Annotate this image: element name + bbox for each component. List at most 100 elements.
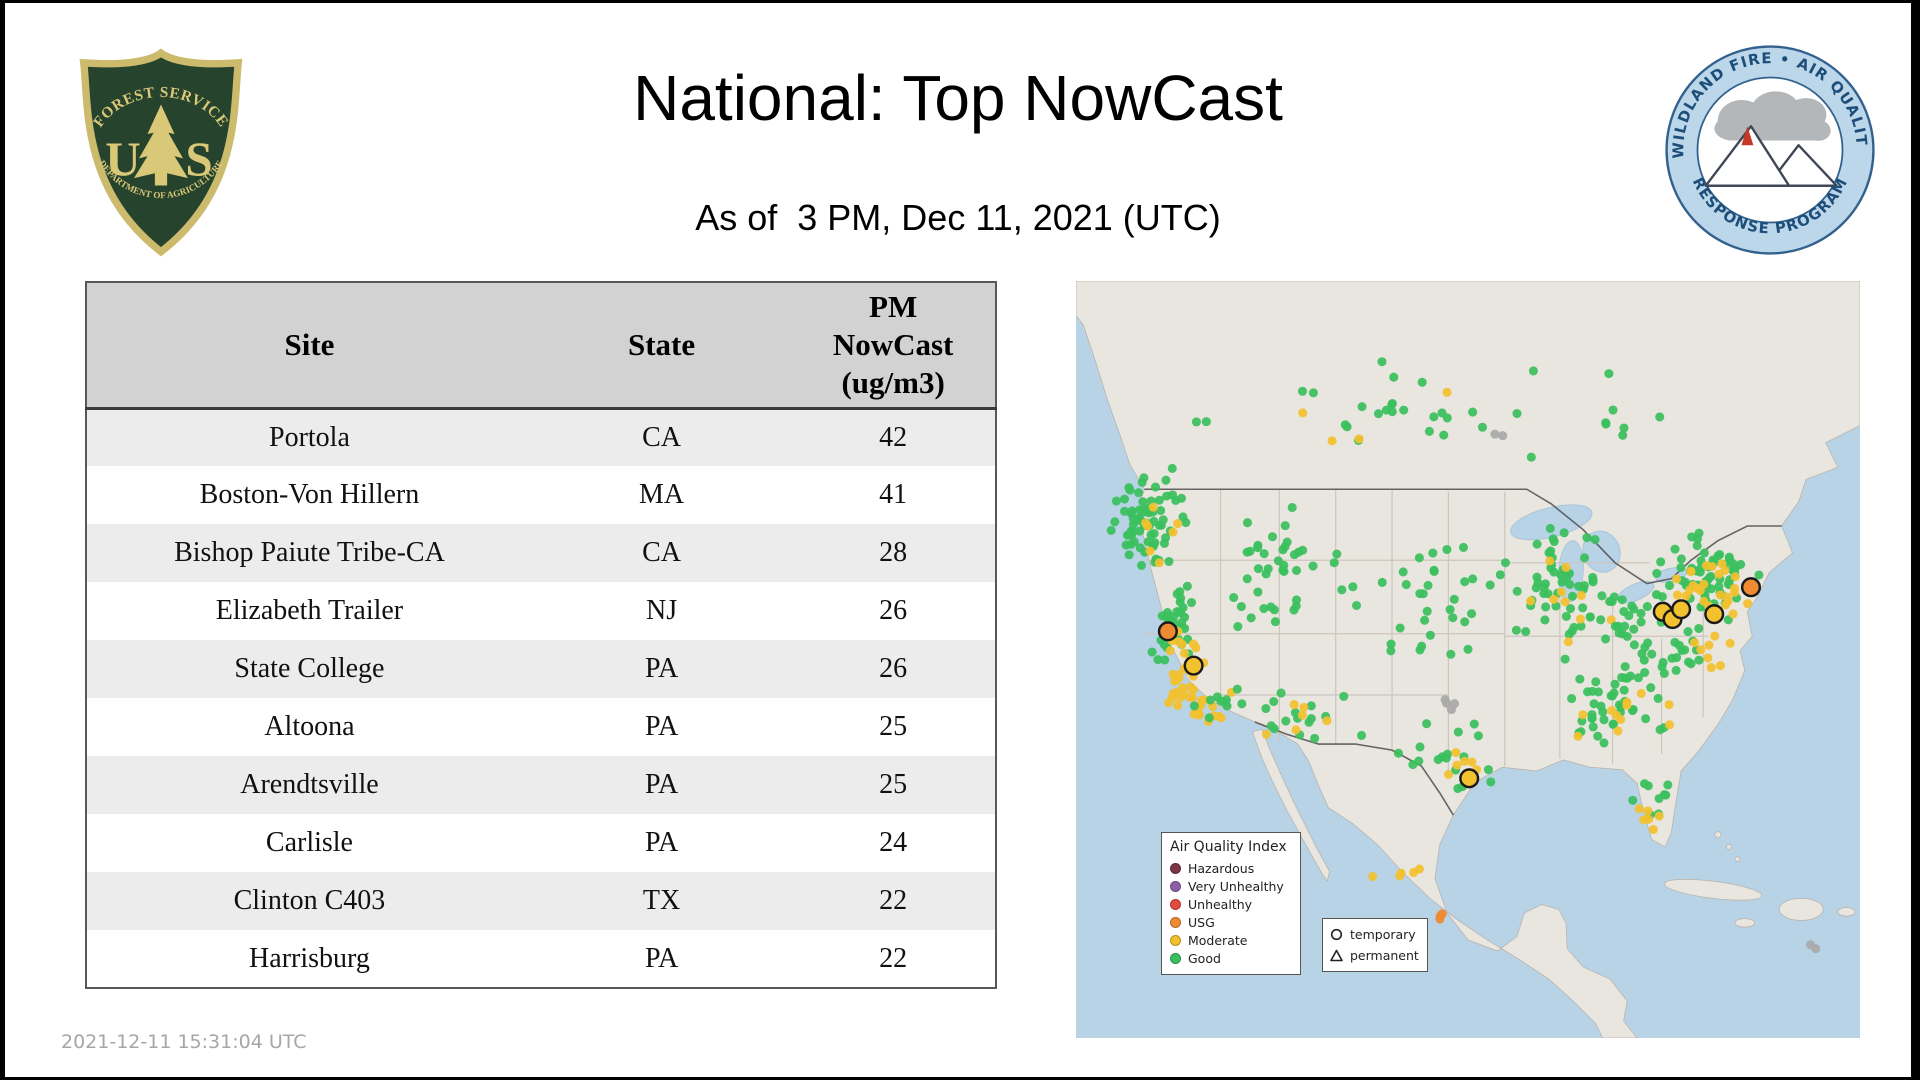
top-site-marker [1183, 655, 1204, 676]
monitor-dot-good [1433, 755, 1443, 765]
monitor-dot-good [1422, 719, 1432, 729]
monitor-dot-good [1453, 727, 1463, 737]
monitor-dot-moderate [1671, 574, 1682, 584]
monitor-dot-good [1178, 512, 1188, 522]
state-cell: PA [644, 653, 679, 684]
monitor-dot-good [1139, 473, 1149, 483]
monitor-dot-good [1348, 582, 1358, 592]
monitor-dot-nodata [1490, 429, 1500, 439]
top-site-marker [1740, 577, 1762, 598]
monitor-dot-good [1473, 731, 1483, 741]
aqi-legend-title: Air Quality Index [1170, 839, 1287, 855]
aqi-legend-label: Very Unhealthy [1188, 878, 1284, 894]
monitor-dot-good [1164, 556, 1174, 567]
site-cell: Altoona [264, 711, 355, 742]
monitor-dot-good [1694, 623, 1704, 634]
monitor-dot-good [1658, 657, 1668, 667]
monitor-dot-moderate [1710, 631, 1720, 641]
monitor-dot-good [1242, 574, 1252, 584]
monitor-dot-good [1310, 733, 1320, 743]
aqi-legend-label: Unhealthy [1188, 896, 1253, 912]
table-row: Carlisle PA 24 [86, 814, 996, 872]
monitor-dot-good [1548, 534, 1558, 544]
monitor-dot-good [1512, 586, 1522, 596]
monitor-dot-moderate [1664, 720, 1675, 730]
monitor-dot-good [1458, 542, 1468, 552]
monitor-dot-good [1423, 580, 1433, 590]
monitor-dot-moderate [1725, 638, 1735, 648]
monitor-dot-good [1137, 560, 1147, 570]
monitor-dot-good [1618, 430, 1628, 440]
monitor-dot-nodata [1442, 698, 1452, 708]
monitor-dot-good [1449, 594, 1459, 604]
monitor-dot-good [1401, 580, 1411, 590]
monitor-dot-moderate [1729, 583, 1739, 593]
monitor-dot-good [1706, 584, 1716, 594]
table-row: Clinton C403 TX 22 [86, 872, 996, 930]
monitor-dot-good [1652, 568, 1662, 578]
monitor-dot-good [1601, 634, 1611, 644]
monitor-dot-good [1377, 357, 1387, 367]
monitor-dot-moderate [1575, 614, 1585, 624]
monitor-dot-good [1266, 602, 1276, 612]
monitor-dot-good [1590, 535, 1600, 545]
monitor-dot-good [1280, 521, 1290, 531]
monitor-dot-good [1441, 753, 1451, 763]
monitor-dot-good [1539, 583, 1549, 593]
monitor-dot-good [1591, 677, 1601, 687]
monitor-dot-good [1149, 516, 1159, 526]
monitor-dot-good [1278, 545, 1288, 555]
nowcast-table-body: Portola CA 42 Boston-Von Hillern MA 41 Bishop … [86, 408, 996, 988]
monitor-dot-good [1655, 412, 1665, 422]
moderate-swatch [1170, 934, 1181, 946]
monitor-dot-good [1386, 646, 1396, 656]
monitor-dot-moderate [1168, 688, 1178, 698]
monitor-dot-good [1138, 497, 1148, 507]
aqi-legend-item: Unhealthy [1170, 895, 1292, 913]
monitor-dot-good [1273, 556, 1283, 566]
aqi-legend-label: Moderate [1188, 932, 1248, 948]
monitor-dot-good [1587, 713, 1597, 723]
monitor-dot-good [1599, 715, 1609, 725]
monitor-dot-good [1135, 543, 1145, 553]
monitor-dot-moderate [1165, 646, 1175, 656]
monitor-dot-good [1340, 420, 1350, 430]
monitor-dot-good [1161, 533, 1171, 543]
pm-nowcast-cell: 25 [879, 769, 908, 800]
aqi-legend-item: Moderate [1170, 931, 1292, 949]
generation-timestamp: 2021-12-11 15:31:04 UTC [61, 1031, 307, 1053]
monitor-dot-good [1189, 701, 1199, 711]
monitor-dot-moderate [1715, 661, 1725, 671]
monitor-dot-moderate [1654, 811, 1664, 821]
monitor-dot-good [1579, 553, 1590, 563]
monitor-dot-good [1641, 714, 1651, 724]
great-lakes [1510, 504, 1688, 604]
monitor-dot-moderate [1154, 558, 1164, 568]
monitor-dot-good [1442, 544, 1452, 555]
monitor-dot-moderate [1173, 519, 1183, 529]
monitor-dot-good [1297, 386, 1308, 396]
monitor-dot-good [1686, 659, 1696, 669]
monitor-dot-moderate [1322, 716, 1332, 726]
monitor-dot-moderate [1545, 556, 1555, 566]
monitor-dot-moderate [1704, 640, 1714, 650]
monitor-dot-good [1414, 756, 1424, 766]
monitor-dot-good [1422, 606, 1432, 616]
monitor-dot-good [1429, 412, 1439, 422]
monitor-dot-good [1418, 589, 1428, 599]
air-quality-map[interactable]: Air Quality Index Hazardous Very Unhealth… [1076, 281, 1860, 1038]
permanent-marker-icon [1330, 949, 1343, 962]
monitor-dot-good [1279, 566, 1289, 576]
site-cell: Clinton C403 [233, 885, 386, 916]
monitor-dot-good [1569, 622, 1579, 632]
monitor-dot-good [1233, 622, 1243, 632]
monitor-dot-good [1357, 402, 1367, 412]
top-site-marker [1157, 621, 1178, 642]
monitor-dot-usg [1435, 911, 1445, 921]
monitor-dot-moderate [1327, 436, 1337, 446]
monitor-dot-good [1205, 695, 1215, 705]
monitor-dot-good [1127, 506, 1137, 516]
monitor-dot-good [1124, 483, 1134, 493]
monitor-dot-good [1232, 684, 1242, 694]
monitor-dot-good [1448, 613, 1458, 623]
